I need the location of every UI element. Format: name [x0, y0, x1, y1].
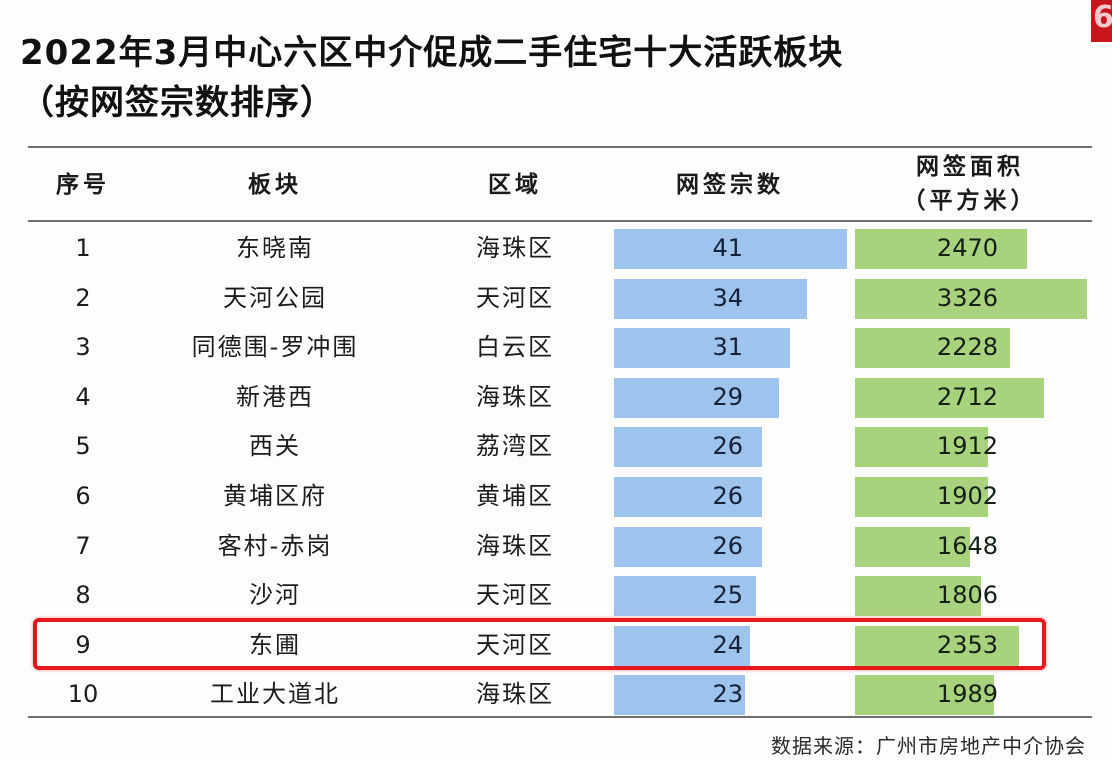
data-source: 数据来源：广州市房地产中介协会: [771, 734, 1086, 758]
floor-area-bar: [855, 278, 1087, 319]
count-bar: [614, 675, 745, 716]
count-bar: [614, 576, 756, 617]
table-row: 9 东圃 天河区 24 2353: [0, 621, 1112, 671]
floor-area-value: 2228: [936, 333, 998, 362]
count-bar: [614, 229, 847, 269]
floor-area-value: 1912: [936, 432, 998, 461]
table-bottom-rule: [28, 716, 1092, 718]
row-block: 沙河: [249, 581, 301, 610]
count-bar: [614, 625, 750, 666]
row-district: 海珠区: [476, 234, 554, 262]
table-row: 4 新港西 海珠区 29 2712: [0, 373, 1112, 423]
row-block: 客村-赤岗: [217, 531, 333, 560]
row-district: 海珠区: [476, 531, 554, 560]
count-bar: [614, 526, 762, 567]
row-block: 东圃: [249, 630, 301, 659]
table-row: 2 天河公园 天河区 34 3326: [0, 274, 1112, 324]
row-block: 同德围-罗冲围: [191, 333, 359, 362]
table-row: 10 工业大道北 海珠区 23 1989: [0, 670, 1112, 720]
row-block: 西关: [249, 432, 301, 461]
count-bar: [614, 427, 762, 468]
table-row: 6 黄埔区府 黄埔区 26 1902: [0, 472, 1112, 522]
row-index: 4: [75, 382, 91, 411]
header-area: 区域: [488, 172, 542, 198]
row-block: 黄埔区府: [223, 482, 327, 510]
corner-badge: 6: [1091, 0, 1112, 42]
title-line-2: （按网签宗数排序）: [20, 83, 335, 123]
count-bar: [614, 377, 779, 418]
count-bar: [614, 278, 807, 319]
floor-area-bar: [855, 328, 1010, 369]
highlight-box: [33, 618, 1046, 670]
row-index: 7: [75, 531, 91, 560]
count-value: 31: [712, 333, 743, 362]
row-index: 3: [75, 333, 91, 362]
header-floor-area-line1: 网签面积: [916, 154, 1024, 180]
row-district: 天河区: [476, 630, 554, 659]
table-row: 8 沙河 天河区 25 1806: [0, 571, 1112, 621]
title-line-1: 2022年3月中心六区中介促成二手住宅十大活跃板块: [20, 33, 844, 73]
floor-area-value: 2712: [936, 382, 998, 411]
row-block: 东晓南: [236, 234, 314, 262]
row-block: 天河公园: [223, 283, 327, 312]
count-value: 29: [712, 382, 743, 411]
table-row: 1 东晓南 海珠区 41 2470: [0, 224, 1112, 274]
header-index: 序号: [56, 172, 110, 198]
count-value: 34: [712, 283, 743, 312]
floor-area-value: 1806: [936, 581, 998, 610]
count-value: 23: [712, 680, 743, 709]
count-value: 26: [712, 432, 743, 461]
count-value: 26: [712, 531, 743, 560]
row-index: 1: [75, 234, 91, 262]
floor-area-bar: [855, 576, 981, 617]
floor-area-value: 1902: [936, 482, 998, 510]
floor-area-value: 2353: [936, 630, 998, 659]
floor-area-bar: [855, 377, 1044, 418]
header-block: 板块: [248, 172, 302, 198]
row-index: 9: [75, 630, 91, 659]
header-count: 网签宗数: [676, 172, 784, 198]
row-index: 10: [67, 680, 99, 709]
row-district: 白云区: [476, 333, 554, 362]
count-value: 41: [712, 234, 743, 262]
floor-area-bar: [855, 427, 988, 468]
row-index: 6: [75, 482, 91, 510]
count-value: 25: [712, 581, 743, 610]
floor-area-bar: [855, 477, 988, 517]
table-row: 5 西关 荔湾区 26 1912: [0, 422, 1112, 472]
floor-area-value: 1989: [936, 680, 998, 709]
row-block: 工业大道北: [210, 680, 340, 709]
floor-area-value: 3326: [936, 283, 998, 312]
floor-area-value: 1648: [936, 531, 998, 560]
table-header-rule: [28, 220, 1092, 222]
count-value: 26: [712, 482, 743, 510]
row-index: 8: [75, 581, 91, 610]
header-floor-area-line2: （平方米）: [902, 188, 1038, 214]
row-district: 荔湾区: [476, 432, 554, 461]
floor-area-bar: [855, 675, 994, 716]
chart-title: 2022年3月中心六区中介促成二手住宅十大活跃板块 （按网签宗数排序）: [20, 28, 843, 128]
floor-area-bar: [855, 625, 1019, 666]
table-row: 3 同德围-罗冲围 白云区 31 2228: [0, 323, 1112, 373]
floor-area-bar: [855, 526, 970, 567]
count-value: 24: [712, 630, 743, 659]
count-bar: [614, 477, 762, 517]
floor-area-bar: [855, 229, 1027, 269]
row-district: 海珠区: [476, 382, 554, 411]
row-block: 新港西: [236, 382, 314, 411]
row-district: 天河区: [476, 581, 554, 610]
floor-area-value: 2470: [936, 234, 998, 262]
count-bar: [614, 328, 790, 369]
row-district: 天河区: [476, 283, 554, 312]
table-row: 7 客村-赤岗 海珠区 26 1648: [0, 522, 1112, 572]
row-district: 海珠区: [476, 680, 554, 709]
row-district: 黄埔区: [476, 482, 554, 510]
table-top-rule: [28, 146, 1092, 148]
row-index: 2: [75, 283, 91, 312]
row-index: 5: [75, 432, 91, 461]
